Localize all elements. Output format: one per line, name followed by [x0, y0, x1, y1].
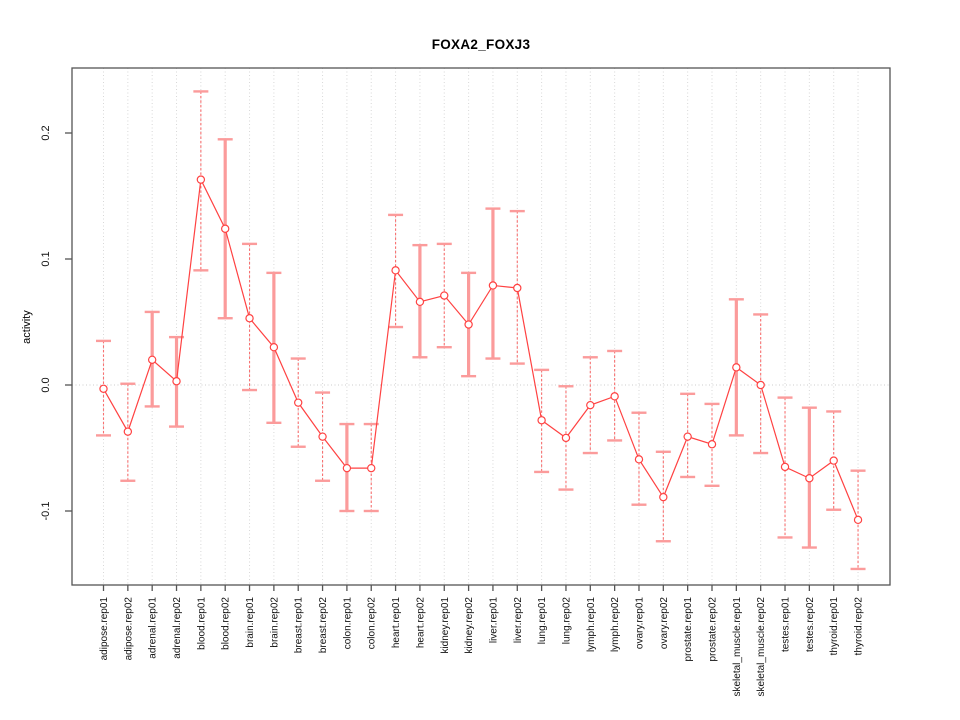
x-tick-label: brain.rep02	[269, 597, 280, 648]
x-tick-label: heart.rep01	[391, 597, 402, 649]
y-tick-label: 0.1	[40, 251, 52, 266]
x-tick-label: lung.rep02	[561, 597, 572, 645]
plot-border	[71, 67, 891, 586]
data-point-marker	[780, 462, 790, 472]
data-point-marker	[99, 384, 108, 393]
x-tick-label: skeletal_muscle.rep01	[732, 597, 743, 697]
y-tick-label: 0.0	[40, 377, 52, 392]
data-point-marker	[147, 355, 157, 364]
data-point-marker	[294, 398, 303, 407]
x-tick-label: testes.rep01	[781, 597, 792, 652]
data-point-marker	[561, 433, 571, 443]
data-point-marker	[123, 427, 133, 436]
x-tick-label: breast.rep02	[318, 597, 329, 654]
data-point-marker	[732, 363, 741, 372]
x-tick-label: adipose.rep01	[99, 597, 110, 661]
data-point-marker	[172, 377, 181, 386]
x-tick-label: testes.rep02	[805, 597, 816, 652]
data-point-marker	[488, 281, 498, 290]
data-point-marker	[367, 463, 376, 473]
x-tick-label: blood.rep01	[196, 597, 207, 650]
chart-title: FOXA2_FOXJ3	[431, 37, 531, 52]
x-tick-label: kidney.rep02	[464, 597, 475, 654]
x-tick-label: ovary.rep01	[634, 597, 645, 650]
x-tick-label: liver.rep02	[513, 597, 524, 644]
x-tick-label: breast.rep01	[294, 597, 305, 654]
x-tick-label: adrenal.rep02	[172, 597, 183, 659]
data-point-marker	[196, 175, 206, 184]
data-point-marker	[464, 320, 473, 329]
data-point-marker	[829, 456, 838, 465]
x-tick-label: lymph.rep02	[610, 597, 621, 652]
data-point-marker	[342, 463, 352, 473]
x-tick-label: colon.rep02	[367, 597, 378, 650]
data-point-marker	[610, 392, 619, 401]
y-axis-label: activity	[21, 310, 33, 344]
x-tick-label: kidney.rep01	[440, 597, 451, 654]
series-line	[102, 177, 859, 521]
data-point-marker	[756, 380, 765, 390]
data-point-marker	[391, 266, 400, 275]
data-point-marker	[634, 455, 644, 464]
data-point-marker	[853, 515, 863, 525]
data-point-marker	[586, 400, 595, 410]
data-point-marker	[415, 297, 425, 307]
data-point-marker	[537, 416, 546, 425]
data-point-marker	[245, 314, 254, 323]
data-point-marker	[269, 343, 279, 352]
x-tick-label: colon.rep01	[342, 597, 353, 650]
y-tick-label: -0.1	[40, 502, 52, 521]
x-tick-label: ovary.rep02	[659, 597, 670, 650]
x-tick-label: liver.rep01	[488, 597, 499, 644]
x-tick-label: adrenal.rep01	[148, 597, 159, 659]
x-tick-label: thyroid.rep02	[854, 597, 865, 656]
data-point-marker	[707, 440, 717, 449]
data-point-marker	[440, 291, 449, 300]
x-tick-label: prostate.rep01	[683, 597, 694, 662]
data-point-marker	[659, 492, 668, 502]
x-tick-label: lymph.rep01	[586, 597, 597, 652]
x-tick-label: brain.rep01	[245, 597, 256, 648]
x-tick-label: blood.rep02	[221, 597, 232, 650]
data-point-marker	[805, 474, 814, 483]
x-tick-label: heart.rep02	[415, 597, 426, 649]
data-point-marker	[513, 283, 522, 293]
x-tick-label: thyroid.rep01	[829, 597, 840, 656]
data-point-marker	[220, 224, 230, 233]
x-tick-label: skeletal_muscle.rep02	[756, 597, 767, 697]
y-tick-label: 0.2	[40, 125, 52, 140]
data-point-marker	[683, 432, 692, 441]
x-tick-label: lung.rep01	[537, 597, 548, 645]
x-tick-label: adipose.rep02	[123, 597, 134, 661]
data-point-marker	[318, 432, 327, 441]
x-tick-label: prostate.rep02	[708, 597, 719, 662]
